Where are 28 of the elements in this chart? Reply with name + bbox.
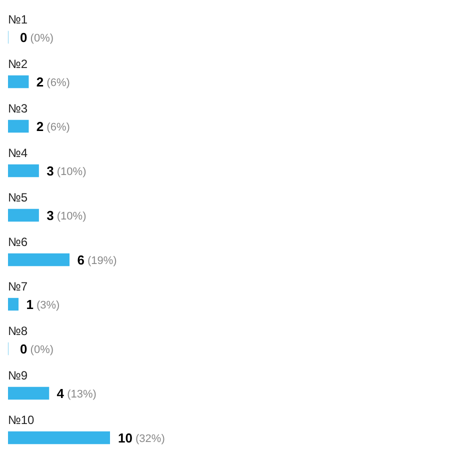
y-tick-label: №10: [8, 413, 35, 428]
data-label: 2 (6%): [36, 74, 70, 90]
data-label: 6 (19%): [77, 252, 117, 268]
data-label: 0 (0%): [20, 341, 54, 356]
bar: [8, 298, 19, 311]
data-label: 0 (0%): [20, 30, 54, 45]
data-label: 4 (13%): [56, 386, 96, 401]
bar: [8, 386, 50, 400]
data-label: 1 (3%): [26, 296, 60, 312]
bar: [8, 75, 29, 88]
y-tick-label: №5: [8, 190, 28, 205]
y-tick-label: №1: [8, 12, 28, 27]
data-label: 10 (32%): [118, 430, 165, 446]
y-tick-label: №7: [8, 280, 28, 294]
bar: [8, 253, 70, 266]
bar: [8, 208, 39, 222]
y-tick-label: №2: [8, 57, 28, 72]
y-tick-label: №9: [8, 368, 28, 383]
bar: [8, 164, 39, 178]
data-label: 2 (6%): [36, 118, 70, 134]
bar: [8, 431, 110, 444]
bar: [8, 120, 29, 133]
y-tick-label: №6: [8, 235, 28, 250]
y-tick-label: №3: [8, 102, 28, 116]
y-tick-label: №4: [8, 146, 28, 160]
data-label: 3 (10%): [46, 163, 86, 178]
y-tick-label: №8: [8, 324, 28, 338]
data-label: 3 (10%): [46, 208, 86, 223]
